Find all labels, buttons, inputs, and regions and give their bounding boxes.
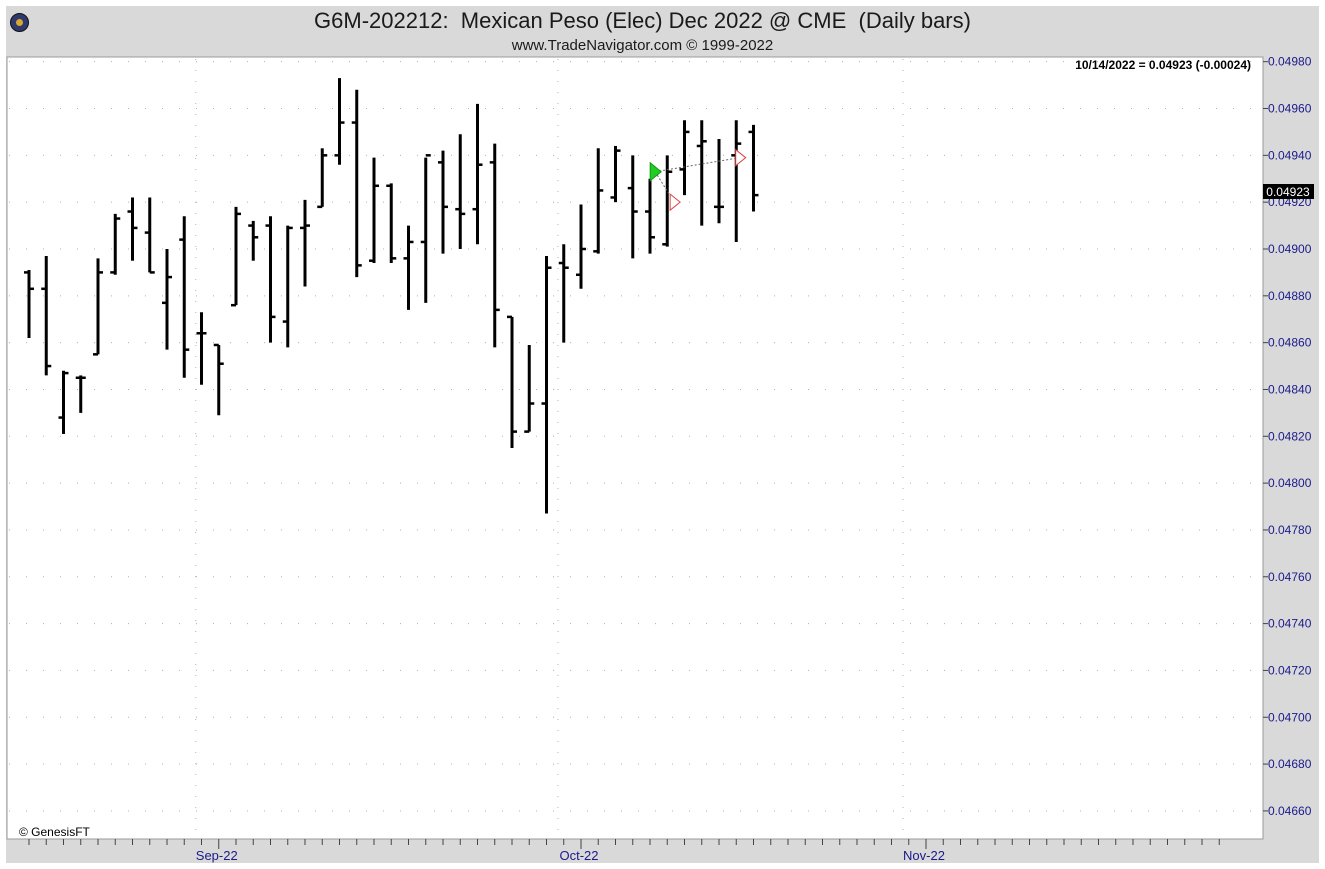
ohlc-bar — [231, 206, 241, 307]
y-tick-label: 0.04900 — [1268, 242, 1312, 256]
ohlc-bar — [248, 220, 259, 261]
y-tick-label: 0.04820 — [1268, 429, 1312, 443]
ohlc-bar — [524, 344, 535, 433]
y-tick-label: 0.04880 — [1268, 289, 1312, 303]
ohlc-bar — [386, 183, 397, 264]
ohlc-bar — [265, 216, 276, 343]
plot-area — [6, 56, 1264, 840]
chart-title: G6M-202212: Mexican Peso (Elec) Dec 2022… — [314, 8, 971, 33]
copyright-label: © GenesisFT — [19, 825, 91, 839]
ohlc-bar — [41, 256, 52, 376]
y-tick-label: 0.04780 — [1268, 523, 1312, 537]
y-tick-label: 0.04800 — [1268, 476, 1312, 490]
ohlc-bar — [610, 145, 621, 203]
ohlc-bar — [369, 157, 379, 264]
ohlc-bar — [420, 154, 431, 303]
ohlc-bar — [507, 315, 517, 448]
y-tick-label: 0.04700 — [1268, 710, 1312, 724]
ohlc-bar — [144, 197, 155, 274]
ohlc-bar — [213, 343, 224, 416]
x-tick-label: Nov-22 — [903, 848, 945, 863]
ohlc-bar — [593, 148, 604, 254]
chart-subtitle: www.TradeNavigator.com © 1999-2022 — [511, 37, 774, 54]
y-tick-label: 0.04760 — [1268, 570, 1312, 584]
ohlc-bar — [24, 270, 34, 338]
y-tick-label: 0.04960 — [1268, 102, 1312, 116]
ohlc-bar — [196, 312, 207, 385]
ohlc-bar — [714, 138, 724, 224]
y-tick-label: 0.04860 — [1268, 336, 1312, 350]
y-axis: 0.04660 0.04680 0.04700 0.04720 0.04740 0.047… — [1263, 55, 1312, 818]
y-tick-label: 0.04680 — [1268, 757, 1312, 771]
ohlc-bar — [282, 225, 293, 348]
ohlc-bar — [627, 155, 638, 259]
y-tick-label: 0.04720 — [1268, 663, 1312, 677]
x-axis: Sep-22 Oct-22 Nov-22 — [28, 839, 1220, 863]
trade-markers — [649, 148, 747, 212]
ohlc-bar — [645, 178, 655, 254]
y-tick-label: 0.04980 — [1268, 55, 1312, 69]
ohlc-bar — [576, 204, 586, 289]
ohlc-bar — [127, 197, 138, 261]
x-tick-label: Oct-22 — [559, 848, 598, 863]
ohlc-bar — [558, 244, 569, 343]
ohlc-bar — [679, 120, 690, 196]
ohlc-bar — [489, 143, 500, 348]
ohlc-bar — [438, 150, 448, 254]
ohlc-bar — [110, 213, 121, 275]
y-tick-label: 0.04660 — [1268, 804, 1312, 818]
ohlc-bar — [748, 124, 759, 212]
trade-navigator-logo-icon[interactable] — [10, 13, 29, 32]
ohlc-bar — [472, 103, 483, 245]
y-tick-label: 0.04840 — [1268, 382, 1312, 396]
ohlc-bar — [317, 148, 328, 209]
x-tick-label: Sep-22 — [196, 848, 238, 863]
buy-marker-icon — [649, 161, 662, 182]
ohlc-bar — [75, 375, 86, 413]
ohlc-bar — [58, 370, 69, 434]
ohlc-bar — [300, 199, 310, 287]
ohlc-bar — [351, 89, 362, 278]
sell-marker-icon — [669, 193, 681, 212]
ohlc-bar — [455, 134, 466, 249]
ohlc-bar — [662, 155, 673, 247]
ohlc-bar — [403, 225, 414, 310]
y-tick-label: 0.04940 — [1268, 148, 1312, 162]
last-price-label: 0.04923 — [1266, 185, 1310, 199]
ohlc-bar — [696, 120, 707, 226]
ohlc-bar — [541, 256, 552, 514]
ohlc-bar — [179, 216, 190, 378]
ohlc-bar — [93, 258, 103, 356]
price-bars — [24, 78, 759, 514]
ohlc-bar — [162, 248, 172, 350]
y-tick-label: 0.04740 — [1268, 617, 1312, 631]
last-price-box — [1263, 184, 1314, 199]
status-readout: 10/14/2022 = 0.04923 (-0.00024) — [1075, 58, 1251, 72]
sell-marker-icon — [735, 148, 747, 167]
ohlc-bar — [334, 78, 345, 165]
